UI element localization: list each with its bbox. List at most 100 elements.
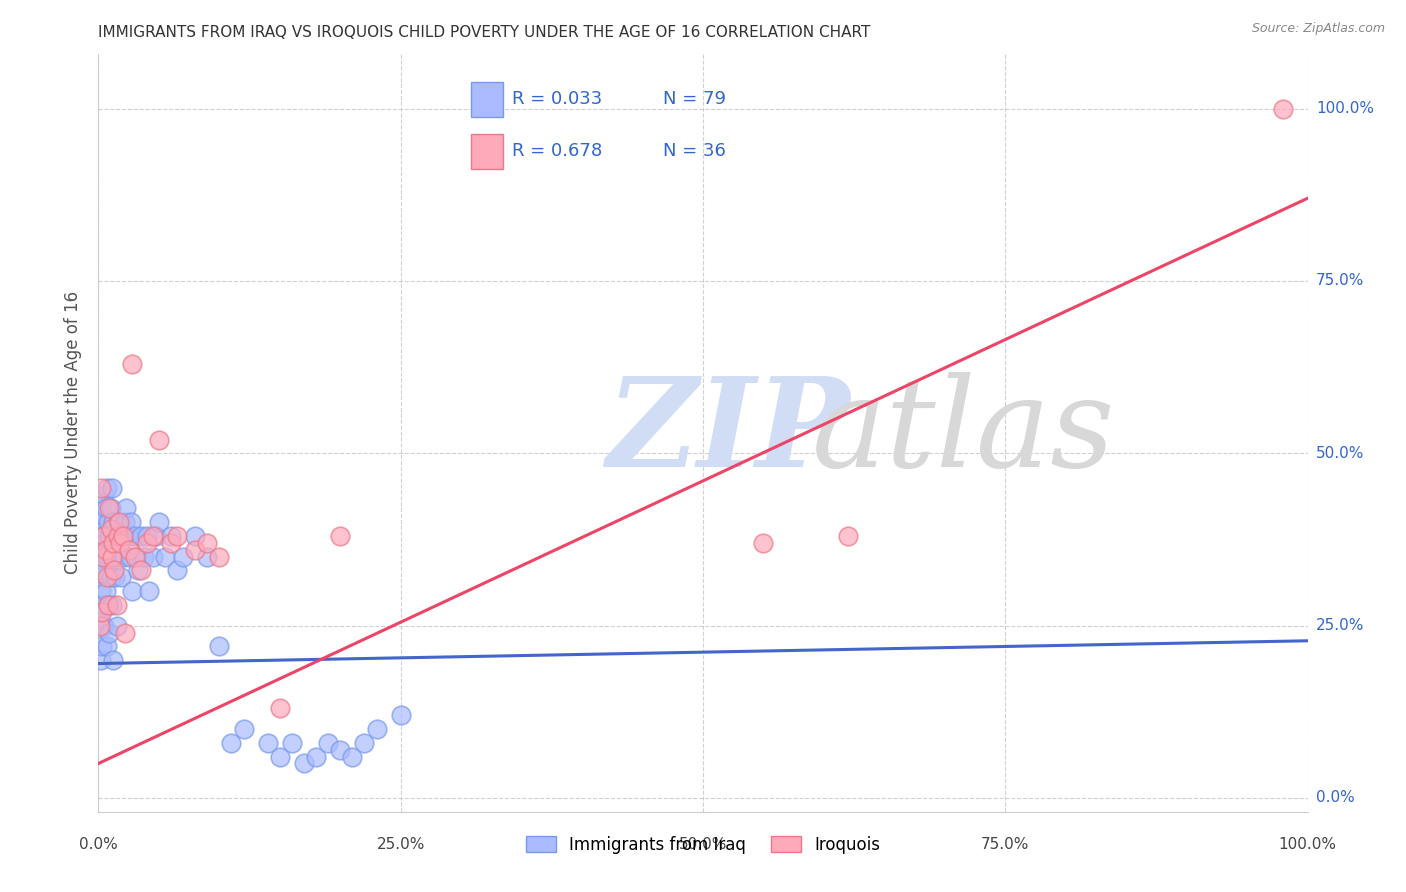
Point xyxy=(118,529,141,543)
Point xyxy=(107,515,129,529)
Text: 0.0%: 0.0% xyxy=(1316,790,1354,805)
Point xyxy=(103,549,125,564)
Point xyxy=(184,542,207,557)
Y-axis label: Child Poverty Under the Age of 16: Child Poverty Under the Age of 16 xyxy=(65,291,83,574)
Point xyxy=(100,501,122,516)
Point xyxy=(134,549,156,564)
Point xyxy=(100,481,122,495)
Point xyxy=(91,549,114,564)
Point xyxy=(93,536,115,550)
Point xyxy=(90,653,112,667)
Text: 50.0%: 50.0% xyxy=(679,837,727,852)
Point xyxy=(94,584,117,599)
Point xyxy=(104,570,127,584)
Point xyxy=(127,549,149,564)
Point xyxy=(184,529,207,543)
Point xyxy=(195,536,218,550)
Point xyxy=(115,501,138,516)
Point xyxy=(97,515,120,529)
Point xyxy=(91,529,114,543)
Point xyxy=(90,584,112,599)
Point xyxy=(118,542,141,557)
Point xyxy=(100,598,122,612)
Point xyxy=(91,564,114,578)
Point xyxy=(94,501,117,516)
Point xyxy=(124,529,146,543)
Point xyxy=(837,529,859,543)
Point xyxy=(316,736,339,750)
Point xyxy=(94,542,117,557)
Point xyxy=(96,640,118,654)
Point xyxy=(89,605,111,619)
Point xyxy=(96,570,118,584)
Point xyxy=(108,549,131,564)
Point xyxy=(101,536,124,550)
Point xyxy=(366,722,388,736)
Point xyxy=(118,549,141,564)
Point xyxy=(127,564,149,578)
Point xyxy=(93,529,115,543)
Point xyxy=(90,481,112,495)
Point xyxy=(107,529,129,543)
Text: IMMIGRANTS FROM IRAQ VS IROQUOIS CHILD POVERTY UNDER THE AGE OF 16 CORRELATION C: IMMIGRANTS FROM IRAQ VS IROQUOIS CHILD P… xyxy=(98,25,870,40)
Text: 100.0%: 100.0% xyxy=(1316,101,1374,116)
Text: 75.0%: 75.0% xyxy=(1316,274,1364,288)
Point xyxy=(93,488,115,502)
Point xyxy=(91,640,114,654)
Point xyxy=(160,529,183,543)
Point xyxy=(105,529,128,543)
Point xyxy=(89,529,111,543)
Point xyxy=(112,549,135,564)
Point xyxy=(93,618,115,632)
Text: 0.0%: 0.0% xyxy=(79,837,118,852)
Point xyxy=(110,570,132,584)
Point xyxy=(129,564,152,578)
Point xyxy=(142,549,165,564)
Point xyxy=(269,749,291,764)
Point xyxy=(100,570,122,584)
Point xyxy=(153,549,176,564)
Point xyxy=(135,529,157,543)
Point xyxy=(281,736,304,750)
Point xyxy=(1272,102,1295,116)
Point xyxy=(389,708,412,723)
Point xyxy=(89,570,111,584)
Point xyxy=(91,542,114,557)
Point xyxy=(91,598,114,612)
Point xyxy=(148,515,170,529)
Legend: Immigrants from Iraq, Iroquois: Immigrants from Iraq, Iroquois xyxy=(519,829,887,860)
Point xyxy=(98,529,121,543)
Text: 25.0%: 25.0% xyxy=(1316,618,1364,633)
Point xyxy=(353,736,375,750)
Point xyxy=(108,515,131,529)
Point xyxy=(305,749,328,764)
Point xyxy=(114,625,136,640)
Point xyxy=(97,598,120,612)
Point xyxy=(138,584,160,599)
Point xyxy=(91,605,114,619)
Point xyxy=(208,640,231,654)
Point xyxy=(96,481,118,495)
Point xyxy=(232,722,254,736)
Point xyxy=(89,618,111,632)
Point xyxy=(195,549,218,564)
Point xyxy=(135,536,157,550)
Point xyxy=(221,736,243,750)
Text: 75.0%: 75.0% xyxy=(981,837,1029,852)
Point xyxy=(91,508,114,523)
Point xyxy=(145,529,167,543)
Point xyxy=(342,749,364,764)
Point xyxy=(105,598,128,612)
Point xyxy=(256,736,278,750)
Point xyxy=(101,515,124,529)
Point xyxy=(121,584,143,599)
Point xyxy=(90,515,112,529)
Point xyxy=(108,536,131,550)
Point xyxy=(98,501,121,516)
Point xyxy=(97,598,120,612)
Point xyxy=(111,529,134,543)
Point xyxy=(100,549,122,564)
Text: Source: ZipAtlas.com: Source: ZipAtlas.com xyxy=(1251,22,1385,36)
Point xyxy=(142,529,165,543)
Point xyxy=(752,536,775,550)
